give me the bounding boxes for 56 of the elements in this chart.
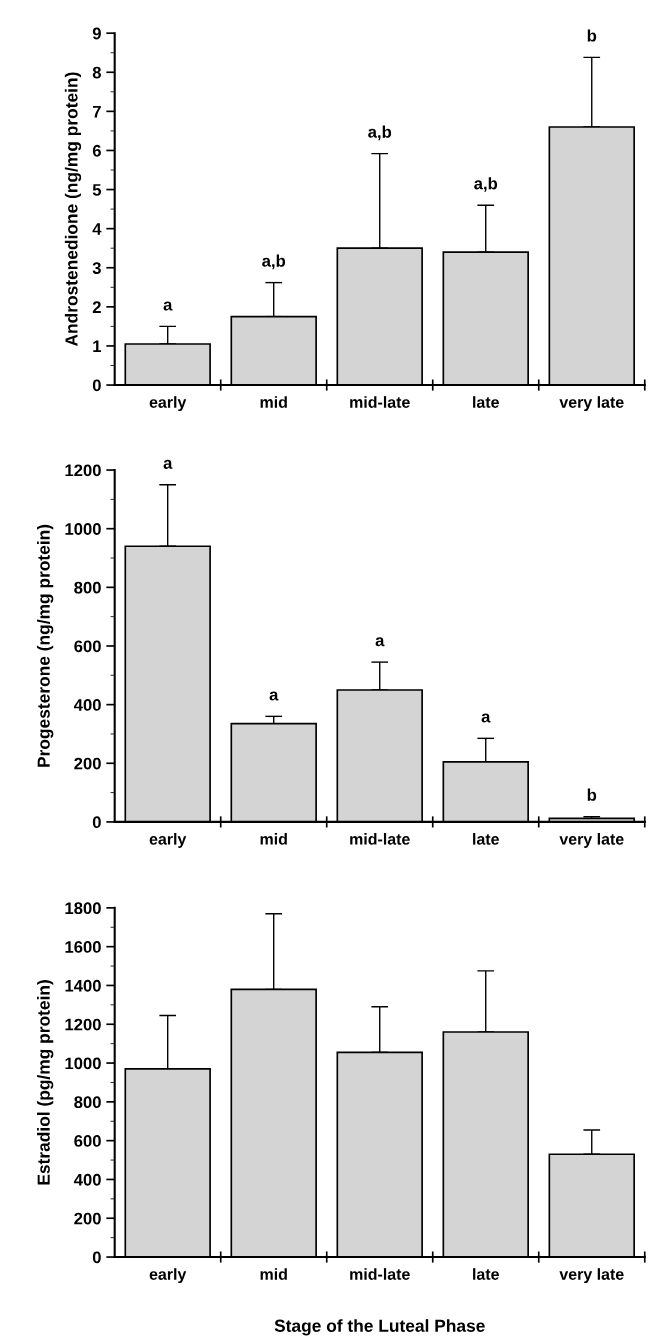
y-tick-label: 1200 (65, 1018, 101, 1031)
y-tick-label: 4 (92, 223, 102, 235)
y-tick-label: 0 (92, 379, 101, 392)
y-tick-label: 0 (92, 816, 101, 829)
annotation: a (269, 691, 279, 701)
y-tick-label: 9 (92, 27, 101, 40)
x-axis-title: Stage of the Luteal Phase (274, 1319, 485, 1336)
y-tick-label: 1800 (65, 902, 101, 915)
annotation: a (163, 459, 173, 469)
y-tick-label: 5 (92, 184, 102, 196)
annotation: b (587, 788, 597, 801)
annotation: a (375, 637, 385, 647)
x-tick-label: early (149, 833, 187, 848)
y-axis-title: Estradiol (pg/mg protein) (37, 980, 54, 1185)
x-tick-label: very late (559, 833, 624, 848)
y-tick-label: 600 (74, 1135, 101, 1147)
y-tick-label: 400 (73, 699, 101, 711)
x-tick-label: late (473, 1268, 499, 1280)
annotation: a,b (474, 177, 498, 192)
x-tick-label: mid-late (350, 396, 410, 408)
x-tick-label: late (473, 396, 499, 408)
y-tick-label: 1000 (65, 523, 101, 535)
y-tick-label: 8 (92, 66, 101, 79)
x-tick-label: mid-late (350, 833, 410, 845)
x-tick-label: late (473, 833, 499, 845)
y-axis-title: Androstenedione (ng/mg protein) (64, 72, 82, 347)
x-tick-label: early (149, 1268, 187, 1284)
y-tick-label: 6 (92, 144, 101, 157)
x-tick-label: very late (559, 1268, 624, 1284)
x-tick-label: mid (260, 1268, 287, 1280)
annotation: a,b (368, 125, 392, 141)
x-tick-label: mid-late (350, 1268, 410, 1280)
y-tick-label: 1 (93, 340, 102, 352)
y-axis-title: Progesterone (ng/mg protein) (37, 524, 54, 767)
y-tick-label: 200 (74, 1212, 101, 1225)
y-tick-label: 1400 (65, 979, 101, 992)
x-tick-label: mid (260, 833, 287, 845)
y-tick-label: 400 (73, 1173, 101, 1186)
y-tick-label: 0 (92, 1251, 101, 1264)
x-tick-label: very late (559, 396, 624, 412)
y-tick-label: 200 (74, 757, 101, 770)
y-tick-label: 1200 (65, 464, 101, 477)
annotation: a (481, 713, 491, 723)
y-tick-label: 800 (74, 581, 101, 594)
y-tick-label: 1000 (65, 1057, 101, 1070)
y-tick-label: 3 (92, 262, 101, 274)
y-tick-label: 7 (92, 105, 101, 118)
y-tick-label: 600 (74, 640, 101, 653)
x-tick-label: early (149, 396, 187, 412)
x-tick-label: mid (260, 396, 287, 408)
y-tick-label: 800 (74, 1096, 101, 1109)
y-tick-label: 1600 (65, 941, 101, 953)
y-tick-label: 2 (92, 301, 101, 313)
annotation: a,b (262, 254, 286, 270)
annotation: a (163, 301, 173, 311)
annotation: b (587, 29, 597, 42)
